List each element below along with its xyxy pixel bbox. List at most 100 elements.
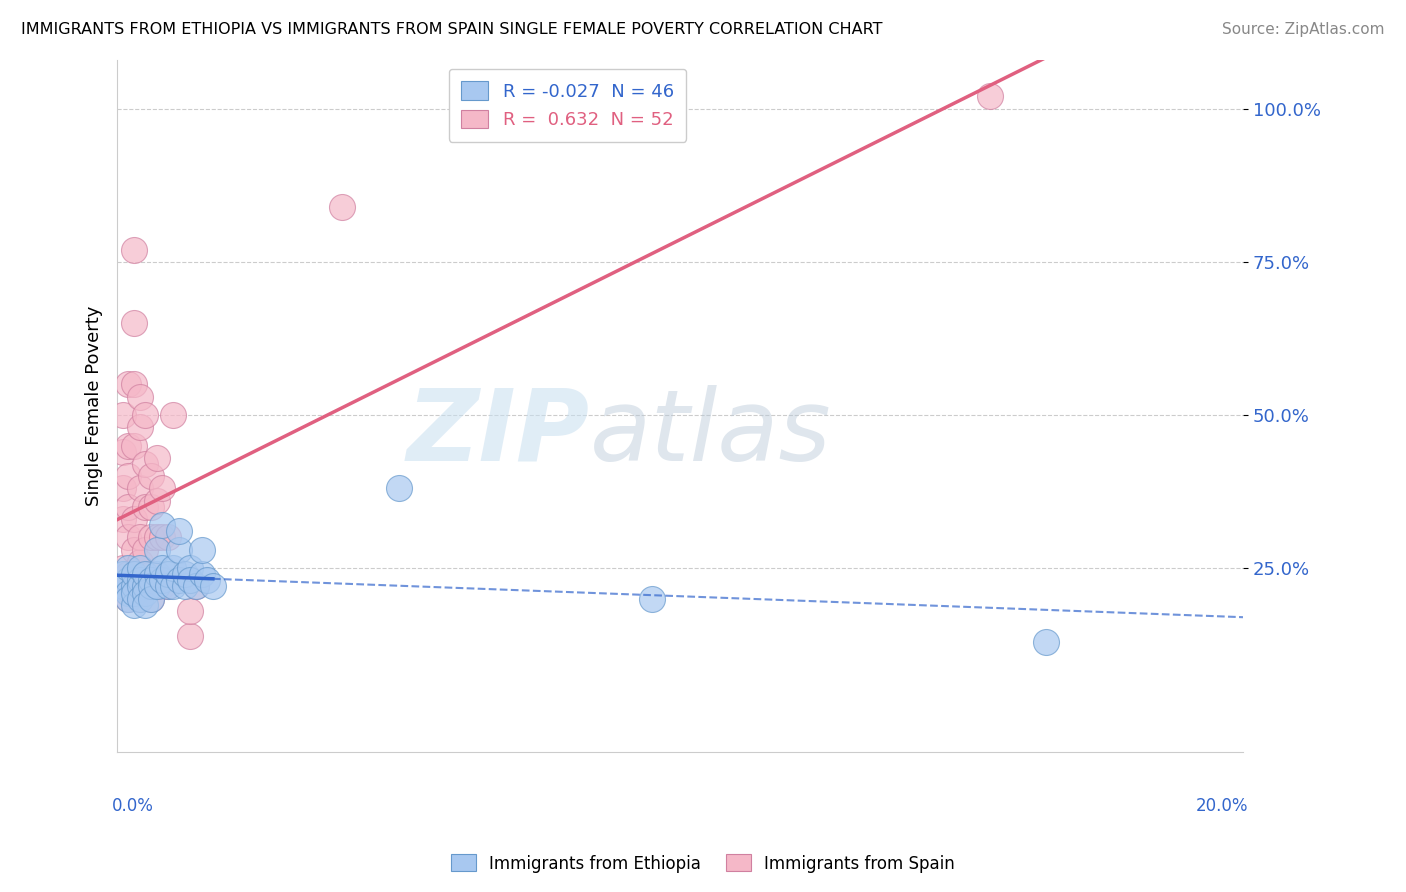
Point [122, 585, 145, 599]
Point [111, 482, 134, 496]
Point [128, 591, 150, 606]
Point [1035, 634, 1057, 648]
Point [134, 542, 156, 557]
Legend: Immigrants from Ethiopia, Immigrants from Spain: Immigrants from Ethiopia, Immigrants fro… [444, 847, 962, 880]
Point [190, 567, 212, 582]
Y-axis label: Single Female Poverty: Single Female Poverty [86, 306, 103, 506]
Point [134, 598, 156, 612]
Point [162, 408, 184, 422]
Point [156, 531, 179, 545]
Point [139, 469, 162, 483]
Point [111, 408, 134, 422]
Point [145, 450, 167, 465]
Point [134, 580, 156, 594]
Point [122, 512, 145, 526]
Point [122, 377, 145, 392]
Point [179, 604, 201, 618]
Point [134, 457, 156, 471]
Point [111, 444, 134, 458]
Point [150, 561, 173, 575]
Point [128, 555, 150, 569]
Point [150, 580, 173, 594]
Point [134, 500, 156, 514]
Point [117, 567, 139, 582]
Point [156, 580, 179, 594]
Point [111, 567, 134, 582]
Point [139, 591, 162, 606]
Point [156, 580, 179, 594]
Point [128, 482, 150, 496]
Point [111, 561, 134, 575]
Text: 20.0%: 20.0% [1197, 797, 1249, 815]
Point [122, 316, 145, 330]
Point [134, 567, 156, 582]
Point [128, 420, 150, 434]
Point [145, 531, 167, 545]
Point [195, 574, 218, 588]
Point [122, 542, 145, 557]
Point [139, 574, 162, 588]
Point [162, 580, 184, 594]
Point [128, 574, 150, 588]
Point [979, 89, 1001, 103]
Point [128, 390, 150, 404]
Text: 0.0%: 0.0% [111, 797, 153, 815]
Point [117, 561, 139, 575]
Point [117, 585, 139, 599]
Point [122, 598, 145, 612]
Text: ZIP: ZIP [406, 385, 591, 482]
Text: IMMIGRANTS FROM ETHIOPIA VS IMMIGRANTS FROM SPAIN SINGLE FEMALE POVERTY CORRELAT: IMMIGRANTS FROM ETHIOPIA VS IMMIGRANTS F… [21, 22, 883, 37]
Point [388, 482, 411, 496]
Point [145, 580, 167, 594]
Point [184, 580, 207, 594]
Point [184, 580, 207, 594]
Point [134, 585, 156, 599]
Point [117, 469, 139, 483]
Point [167, 524, 190, 539]
Point [122, 580, 145, 594]
Point [134, 408, 156, 422]
Point [128, 591, 150, 606]
Point [117, 439, 139, 453]
Point [145, 542, 167, 557]
Point [145, 567, 167, 582]
Point [139, 591, 162, 606]
Point [145, 580, 167, 594]
Point [128, 531, 150, 545]
Point [111, 580, 134, 594]
Point [139, 580, 162, 594]
Point [150, 482, 173, 496]
Point [117, 585, 139, 599]
Point [162, 561, 184, 575]
Point [117, 377, 139, 392]
Point [179, 628, 201, 642]
Point [190, 542, 212, 557]
Point [117, 500, 139, 514]
Point [111, 580, 134, 594]
Point [179, 574, 201, 588]
Point [145, 493, 167, 508]
Point [122, 580, 145, 594]
Point [150, 574, 173, 588]
Point [201, 580, 224, 594]
Point [122, 567, 145, 582]
Point [117, 531, 139, 545]
Point [122, 439, 145, 453]
Point [117, 574, 139, 588]
Point [150, 518, 173, 533]
Point [111, 512, 134, 526]
Point [330, 200, 353, 214]
Point [128, 580, 150, 594]
Point [134, 580, 156, 594]
Point [167, 542, 190, 557]
Point [117, 591, 139, 606]
Point [641, 591, 664, 606]
Point [150, 531, 173, 545]
Point [167, 574, 190, 588]
Text: atlas: atlas [591, 385, 831, 482]
Text: Source: ZipAtlas.com: Source: ZipAtlas.com [1222, 22, 1385, 37]
Point [139, 531, 162, 545]
Point [139, 567, 162, 582]
Point [117, 591, 139, 606]
Point [173, 567, 195, 582]
